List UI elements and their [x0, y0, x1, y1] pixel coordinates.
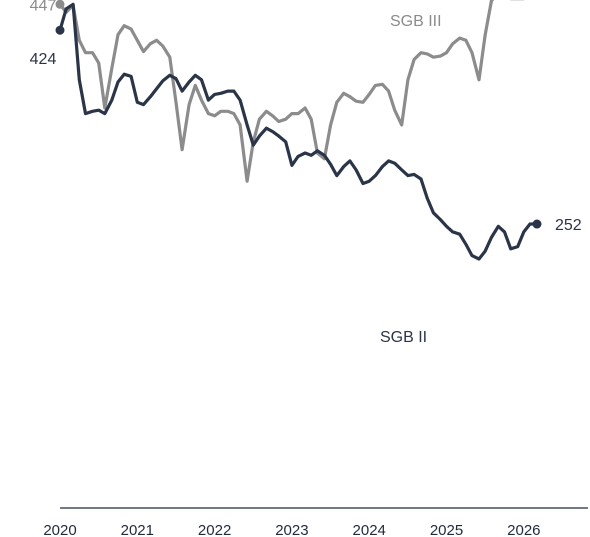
- start-label-sgb-ii: 424: [30, 51, 57, 68]
- series-line-sgb-ii: [58, 2, 539, 261]
- start-point-sgb-ii: [55, 25, 65, 35]
- x-tick-label-2023: 2023: [275, 522, 308, 537]
- start-label-sgb-iii: 447: [30, 0, 57, 14]
- x-tick-label-2021: 2021: [121, 522, 154, 537]
- series-label-sgb-iii: SGB III: [390, 13, 442, 30]
- start-point-sgb-iii: [55, 0, 65, 9]
- series-line-sgb-iii: [58, 0, 525, 183]
- x-tick-label-2024: 2024: [353, 522, 386, 537]
- series-label-sgb-ii: SGB II: [380, 329, 427, 346]
- end-point-sgb-ii: [532, 219, 542, 229]
- x-tick-label-2026: 2026: [507, 522, 540, 537]
- x-tick-label-2022: 2022: [198, 522, 231, 537]
- x-tick-label-2025: 2025: [430, 522, 463, 537]
- x-axis-ticks: 2020 2021 2022 2023 2024 2025 2026: [43, 522, 540, 537]
- x-tick-label-2020: 2020: [43, 522, 76, 537]
- series-group: [55, 0, 542, 261]
- end-label-sgb-ii: 252: [555, 217, 582, 234]
